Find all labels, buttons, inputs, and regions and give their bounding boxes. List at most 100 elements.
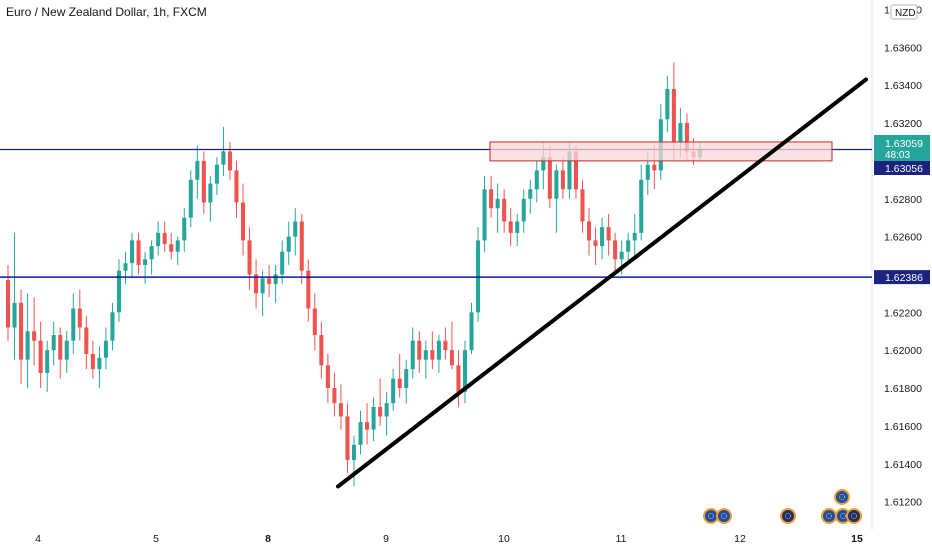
time-tick: 11 [616, 533, 627, 545]
event-stars [721, 513, 727, 519]
candle [267, 265, 272, 298]
eu-flag-icon[interactable] [835, 508, 851, 524]
candle-body [32, 331, 37, 341]
candle [286, 221, 291, 265]
candle-body [645, 164, 650, 180]
candle-body [547, 157, 552, 199]
candle-body [195, 160, 200, 180]
candle-body [260, 278, 265, 294]
price-tick: 1.62800 [884, 194, 922, 206]
candle [626, 232, 631, 265]
price-axis[interactable]: 1.638001.636001.634001.632001.628001.626… [874, 4, 930, 509]
candle-body [371, 406, 376, 430]
candle [423, 340, 428, 379]
candle-body [156, 232, 161, 247]
candle-body [397, 378, 402, 389]
candle-body [482, 189, 487, 241]
candle [12, 232, 17, 360]
candle-body [404, 369, 409, 389]
eu-flag-icon[interactable] [821, 508, 837, 524]
time-tick: 12 [734, 533, 746, 545]
candle [162, 221, 167, 252]
candle [469, 302, 474, 354]
candle-body [573, 151, 578, 190]
candle [586, 208, 592, 256]
candle [84, 316, 89, 370]
candle-body [665, 88, 670, 120]
candle-body [64, 340, 69, 360]
candle-body [678, 123, 683, 142]
price-tick: 1.61800 [884, 383, 922, 395]
nz-flag-icon[interactable] [780, 508, 796, 524]
candle [365, 403, 370, 445]
eu-flag-icon[interactable] [703, 508, 719, 524]
candle-body [684, 123, 689, 152]
candle-body [221, 151, 226, 165]
candle [632, 213, 637, 256]
candle-body [449, 350, 454, 366]
candle-body [534, 170, 539, 190]
candle-body [143, 259, 148, 265]
eu-flag-icon[interactable] [834, 489, 850, 505]
countdown-value: 48:03 [885, 150, 910, 161]
time-axis[interactable]: 4 5 8 9 10 11 12 15 [35, 533, 863, 545]
candle [240, 183, 246, 256]
candle [5, 265, 11, 341]
candle [515, 213, 520, 247]
candle-body [567, 151, 572, 190]
candle-body [606, 227, 611, 241]
candle [254, 259, 259, 309]
candle [195, 145, 200, 199]
candle [358, 410, 363, 455]
event-flag [823, 510, 835, 522]
candle-body [299, 221, 304, 271]
candle [273, 265, 278, 303]
event-flag [836, 491, 848, 503]
candle-body [586, 221, 592, 241]
candle-body [417, 340, 422, 360]
candle-body [234, 170, 239, 203]
candle-body [619, 251, 624, 260]
candle [508, 208, 513, 247]
event-stars [839, 494, 845, 500]
eu-flag-icon[interactable] [716, 508, 732, 524]
candle-body [201, 160, 206, 203]
candle [378, 378, 383, 426]
candle [325, 353, 330, 404]
candle-body [136, 240, 141, 265]
price-tick: 1.63600 [884, 42, 922, 54]
nz-flag-icon[interactable] [846, 508, 862, 524]
time-tick: 5 [153, 533, 159, 545]
candles-layer [5, 62, 703, 487]
candle-body [489, 189, 494, 209]
candle [351, 435, 357, 487]
candle-body [325, 365, 330, 389]
current-price-value: 1.63059 [885, 138, 923, 150]
candle [384, 391, 389, 436]
candle-body [19, 302, 24, 360]
candle-body [378, 406, 383, 417]
candle [456, 350, 461, 407]
candle [397, 353, 402, 398]
candle-body [443, 340, 448, 351]
candle [410, 327, 415, 379]
candle [319, 321, 324, 379]
candle-body [430, 350, 435, 360]
level-label: 1.62386 [874, 270, 930, 285]
economic-events[interactable] [703, 489, 862, 524]
candle [208, 176, 213, 222]
candle [580, 179, 585, 233]
candle [58, 327, 63, 379]
candle-body [358, 422, 363, 445]
candle-body [273, 274, 278, 284]
candle [19, 289, 24, 385]
candle-body [384, 403, 389, 417]
candle [175, 236, 180, 265]
candle-body [286, 236, 291, 252]
candle-body [436, 340, 441, 360]
time-tick: 15 [851, 533, 863, 545]
price-tick: 1.63200 [884, 118, 922, 130]
